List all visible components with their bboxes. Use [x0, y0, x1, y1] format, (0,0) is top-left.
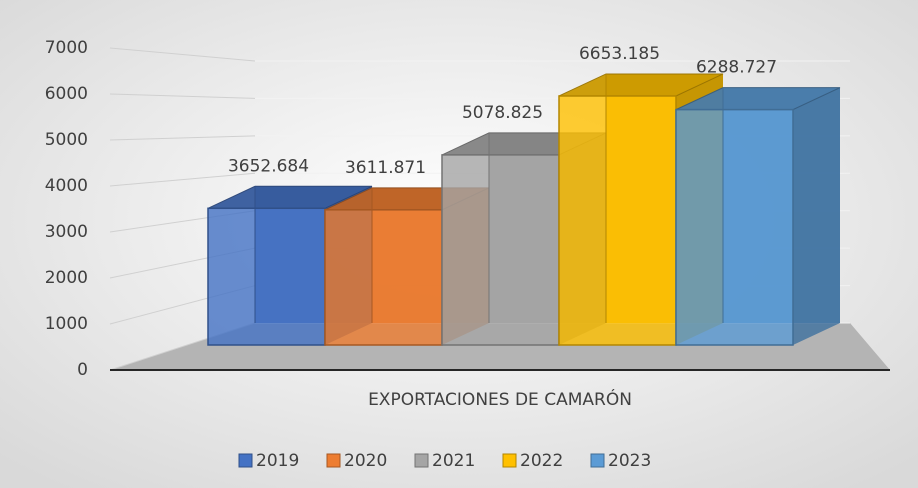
legend-swatch	[238, 453, 253, 468]
bar-front	[675, 108, 794, 346]
data-label: 6653.185	[579, 44, 660, 64]
y-tick-label: 3000	[45, 222, 88, 242]
grid-line	[109, 135, 256, 141]
bar-side	[793, 87, 840, 345]
y-tick-label: 6000	[45, 84, 88, 104]
grid-line	[109, 172, 256, 187]
data-label: 3652.684	[228, 156, 309, 176]
plot	[109, 47, 850, 371]
y-tick-label: 7000	[45, 38, 88, 58]
bar-front	[558, 95, 677, 346]
data-label: 5078.825	[462, 103, 543, 123]
legend-label: 2020	[344, 451, 387, 471]
y-tick-label: 4000	[45, 176, 88, 196]
legend-swatch	[590, 453, 605, 468]
y-tick-label: 5000	[45, 130, 88, 150]
bar-front	[441, 154, 560, 346]
data-label: 6288.727	[696, 58, 777, 78]
legend-swatch	[502, 453, 517, 468]
legend-label: 2022	[520, 451, 563, 471]
legend-label: 2019	[256, 451, 299, 471]
bar-front	[207, 207, 326, 346]
y-tick-label: 1000	[45, 314, 88, 334]
data-label: 3611.871	[345, 158, 426, 178]
bar-front	[324, 209, 443, 346]
legend-label: 2021	[432, 451, 475, 471]
grid-line	[109, 93, 256, 99]
y-tick-label: 2000	[45, 268, 88, 288]
category-label: EXPORTACIONES DE CAMARÓN	[368, 388, 632, 410]
grid-line	[109, 47, 256, 62]
legend-swatch	[414, 453, 429, 468]
legend-label: 2023	[608, 451, 651, 471]
y-tick-label: 0	[77, 360, 88, 380]
bar	[675, 87, 841, 346]
legend-swatch	[326, 453, 341, 468]
